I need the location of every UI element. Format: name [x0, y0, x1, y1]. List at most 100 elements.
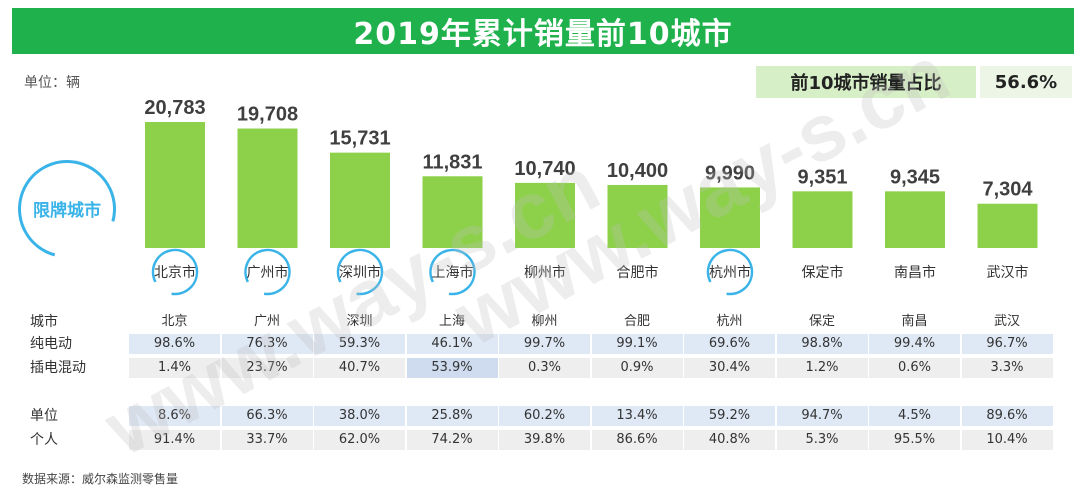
table-cell: 53.9% [406, 358, 498, 378]
table-cell: 8.6% [129, 406, 220, 426]
x-tick-label: 广州市 [247, 264, 289, 281]
bar [885, 191, 945, 248]
bar [237, 128, 298, 248]
table-cell: 59.3% [314, 334, 405, 354]
restricted-city-ring-icon [336, 248, 384, 296]
x-tick-label: 杭州市 [709, 264, 751, 281]
table-cell: 76.3% [221, 334, 313, 354]
bar-value-label: 20,783 [144, 97, 205, 119]
table-cell: 99.1% [591, 334, 683, 354]
table-cell: 94.7% [776, 406, 868, 426]
table-cell: 1.4% [129, 358, 220, 378]
table-cell: 89.6% [961, 406, 1053, 426]
table-cell: 13.4% [591, 406, 683, 426]
table-cell: 99.4% [869, 334, 960, 354]
bar [977, 203, 1038, 248]
table-cell: 1.2% [776, 358, 868, 378]
bar [330, 152, 390, 248]
table-row-label: 单位 [30, 408, 58, 424]
x-tick-label: 上海市 [432, 264, 474, 281]
bar-value-label: 10,740 [514, 158, 575, 180]
restricted-city-ring-icon [244, 248, 291, 296]
table-column-header: 深圳 [346, 314, 373, 329]
table-cell: 46.1% [406, 334, 498, 354]
table-column-header: 杭州 [716, 314, 743, 329]
x-tick-label: 北京市 [154, 264, 196, 281]
table-row: 插电混动 1.4% 23.7% 40.7% 53.9% 0.3% 0.9% 30.4% 1.2%… [0, 358, 1080, 378]
table-row-label: 纯电动 [30, 336, 72, 352]
table-row-label: 插电混动 [30, 360, 86, 376]
table-cell: 96.7% [961, 334, 1053, 354]
table-cell: 40.7% [314, 358, 405, 378]
bar-chart: 20,783 北京市 19,708 广州市 15,731 深圳市 11,831 上海市 10,7… [144, 97, 1038, 296]
bar-value-label: 9,351 [797, 166, 847, 188]
table-cell: 0.9% [591, 358, 683, 378]
table-cell: 69.6% [684, 334, 775, 354]
restricted-label: 限牌城市 [33, 201, 101, 221]
table-column-header: 北京 [161, 314, 188, 329]
x-tick-label: 深圳市 [339, 264, 381, 281]
table-row: 个人 91.4% 33.7% 62.0% 74.2% 39.8% 86.6% 40.8% 5.3… [0, 430, 1080, 450]
x-tick-label: 柳州市 [524, 264, 566, 281]
table-cell: 62.0% [314, 430, 405, 450]
table-cell: 3.3% [961, 358, 1053, 378]
table-cell: 5.3% [776, 430, 868, 450]
bar [145, 122, 205, 248]
table-cell: 59.2% [684, 406, 775, 426]
table-cell: 0.3% [499, 358, 590, 378]
bar-value-label: 9,345 [890, 166, 940, 188]
table-cell: 23.7% [221, 358, 313, 378]
bar-value-label: 19,708 [237, 104, 298, 126]
table-row: 单位 8.6% 66.3% 38.0% 25.8% 60.2% 13.4% 59.2% 94.7… [0, 406, 1080, 426]
bar-value-label: 11,831 [422, 151, 482, 173]
table-column-header: 合肥 [623, 314, 650, 329]
table-cell: 39.8% [499, 430, 590, 450]
table-header-row: 城市 北京 广州 深圳 上海 柳州 合肥 杭州 保定 南昌 武汉 [0, 312, 1080, 332]
table-row: 纯电动 98.6% 76.3% 59.3% 46.1% 99.7% 99.1% 69.6% 98… [0, 334, 1080, 354]
table-column-header: 上海 [438, 314, 465, 329]
table-cell: 66.3% [221, 406, 313, 426]
table-cell: 38.0% [314, 406, 405, 426]
chart-title: 2019年累计销量前10城市 [12, 8, 1074, 54]
table-cell: 40.8% [684, 430, 775, 450]
table-cell: 30.4% [684, 358, 775, 378]
table-cell: 74.2% [406, 430, 498, 450]
share-value: 56.6% [980, 66, 1072, 98]
table-cell: 60.2% [499, 406, 590, 426]
table-column-header: 南昌 [901, 314, 928, 329]
bar [515, 182, 575, 248]
bar [700, 187, 760, 248]
table-cell: 10.4% [961, 430, 1053, 450]
table-column-header: 柳州 [531, 314, 558, 329]
table-cell: 98.6% [129, 334, 220, 354]
share-label: 前10城市销量占比 [756, 66, 976, 98]
table-header-label: 城市 [30, 314, 58, 330]
table-cell: 98.8% [776, 334, 868, 354]
x-tick-label: 保定市 [802, 264, 844, 281]
table-column-header: 武汉 [993, 314, 1020, 329]
x-tick-label: 南昌市 [894, 264, 936, 281]
unit-label: 单位：辆 [24, 75, 80, 91]
source-note: 数据来源：威尔森监测零售量 [22, 472, 179, 486]
restricted-city-ring-icon [706, 248, 754, 296]
table-cell: 25.8% [406, 406, 498, 426]
bar-value-label: 10,400 [607, 160, 668, 182]
x-tick-label: 合肥市 [617, 264, 659, 281]
table-cell: 99.7% [499, 334, 590, 354]
bar [792, 191, 853, 248]
table-cell: 33.7% [221, 430, 313, 450]
bar [607, 184, 668, 248]
table-cell: 91.4% [129, 430, 220, 450]
bar [422, 176, 483, 248]
table-row-label: 个人 [30, 432, 58, 448]
share-box: 前10城市销量占比 56.6% [756, 66, 1072, 98]
table-cell: 0.6% [869, 358, 960, 378]
table-cell: 4.5% [869, 406, 960, 426]
restricted-city-ring-icon [429, 248, 476, 296]
bar-value-label: 9,990 [705, 162, 755, 184]
restricted-city-ring-icon [151, 248, 199, 296]
bar-value-label: 7,304 [982, 179, 1033, 201]
table-cell: 86.6% [591, 430, 683, 450]
x-tick-label: 武汉市 [987, 264, 1029, 281]
table-cell: 95.5% [869, 430, 960, 450]
